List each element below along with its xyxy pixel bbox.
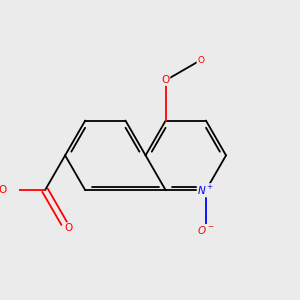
Text: O: O: [197, 56, 204, 65]
Text: O: O: [64, 223, 72, 233]
Text: O: O: [0, 185, 7, 195]
Text: O: O: [162, 75, 170, 85]
Text: $O^-$: $O^-$: [197, 224, 215, 236]
Text: $N^+$: $N^+$: [197, 184, 214, 197]
